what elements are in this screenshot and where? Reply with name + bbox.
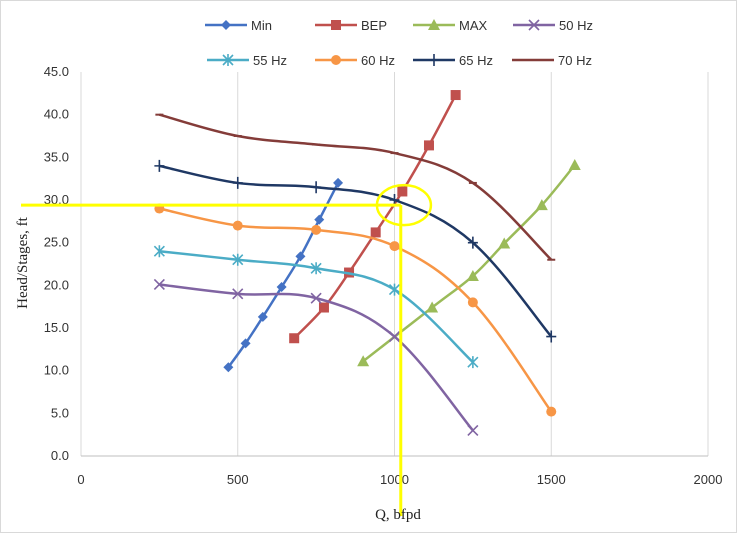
- series-line-70-hz: [159, 113, 553, 261]
- data-point-min: [295, 251, 306, 262]
- data-point-max: [498, 237, 511, 249]
- legend-item-65-hz: 65 Hz: [413, 53, 493, 68]
- x-tick-label: 1500: [537, 472, 566, 487]
- data-point-65-hz: [311, 181, 322, 194]
- data-point-max: [466, 269, 479, 281]
- data-point-60-hz: [389, 241, 400, 252]
- legend-label: 50 Hz: [559, 18, 593, 33]
- x-tick-label: 500: [227, 472, 249, 487]
- legend-label: 70 Hz: [558, 53, 592, 68]
- data-point-60-hz: [546, 406, 557, 417]
- data-point-bep: [370, 227, 381, 238]
- axis-layer: 0 500 1000 1500 2000 0.0 5.0 10.0 15.0 20.0 25.0 30…: [44, 64, 723, 487]
- series-70-hz: [155, 113, 556, 261]
- data-point-50-hz: [310, 292, 322, 304]
- y-tick-label: 30.0: [44, 192, 69, 207]
- data-point-60-hz: [467, 297, 478, 308]
- y-tick-label: 45.0: [44, 64, 69, 79]
- legend-marker: [221, 20, 231, 30]
- data-point-65-hz: [154, 159, 165, 172]
- legend-marker: [428, 19, 440, 30]
- data-point-bep: [289, 333, 300, 344]
- data-point-60-hz: [232, 220, 243, 231]
- data-point-50-hz: [467, 424, 479, 436]
- legend-marker: [429, 54, 439, 66]
- data-point-55-hz: [388, 283, 401, 296]
- legend-item-bep: BEP: [315, 18, 387, 33]
- legend-marker: [331, 20, 341, 30]
- legend-item-50-hz: 50 Hz: [513, 18, 593, 33]
- legend-item-60-hz: 60 Hz: [315, 53, 395, 68]
- legend-marker: [528, 19, 540, 31]
- legend-marker: [222, 54, 234, 66]
- legend-label: Min: [251, 18, 272, 33]
- x-tick-label: 1000: [380, 472, 409, 487]
- y-tick-label: 15.0: [44, 320, 69, 335]
- y-tick-label: 40.0: [44, 107, 69, 122]
- data-point-65-hz: [232, 176, 243, 189]
- y-tick-label: 20.0: [44, 277, 69, 292]
- series-min: [223, 177, 344, 373]
- data-point-55-hz: [153, 245, 165, 258]
- data-point-50-hz: [153, 278, 165, 291]
- series-layer: [153, 90, 581, 436]
- legend: Min BEP MAX 50 Hz 55 Hz 60 Hz 65 Hz 70 Hz: [205, 18, 593, 68]
- data-point-bep: [397, 186, 408, 197]
- series-60-hz: [154, 203, 557, 417]
- data-point-60-hz: [311, 224, 322, 235]
- data-point-min: [240, 338, 251, 349]
- legend-label: 65 Hz: [459, 53, 493, 68]
- legend-label: BEP: [361, 18, 387, 33]
- y-axis-title: Head/Stages, ft: [15, 216, 31, 308]
- legend-item-55-hz: 55 Hz: [207, 53, 287, 68]
- series-line-55-hz: [159, 249, 474, 364]
- data-point-min: [257, 311, 268, 322]
- data-point-min: [314, 214, 325, 225]
- legend-item-max: MAX: [413, 18, 488, 33]
- data-point-50-hz: [388, 330, 401, 343]
- data-point-55-hz: [310, 262, 322, 275]
- legend-label: 55 Hz: [253, 53, 287, 68]
- series-bep: [289, 90, 461, 344]
- data-point-bep: [450, 90, 461, 101]
- legend-marker: [331, 55, 341, 65]
- data-point-50-hz: [232, 288, 244, 300]
- y-tick-label: 5.0: [51, 405, 69, 420]
- data-point-65-hz: [467, 236, 478, 249]
- data-point-max: [535, 199, 548, 211]
- data-point-min: [223, 362, 234, 373]
- legend-item-70-hz: 70 Hz: [512, 53, 592, 68]
- data-point-bep: [318, 302, 329, 313]
- data-point-max: [568, 159, 581, 171]
- x-tick-label: 0: [77, 472, 84, 487]
- y-tick-label: 0.0: [51, 448, 69, 463]
- data-point-max: [357, 355, 370, 367]
- data-point-bep: [423, 140, 434, 151]
- legend-label: MAX: [459, 18, 488, 33]
- data-point-55-hz: [467, 356, 479, 369]
- series-65-hz: [154, 159, 557, 343]
- x-axis-title: Q, bfpd: [375, 507, 421, 523]
- series-line-50-hz: [159, 283, 474, 432]
- data-point-min: [276, 282, 287, 293]
- legend-label: 60 Hz: [361, 53, 395, 68]
- data-point-max: [426, 301, 439, 313]
- y-tick-label: 10.0: [44, 363, 69, 378]
- y-tick-label: 35.0: [44, 149, 69, 164]
- series-55-hz: [153, 245, 479, 369]
- data-point-65-hz: [546, 330, 557, 343]
- data-point-min: [333, 177, 344, 188]
- series-50-hz: [153, 278, 479, 436]
- operating-point-circle: [375, 183, 433, 227]
- series-max: [357, 159, 581, 367]
- y-tick-label: 25.0: [44, 235, 69, 250]
- x-tick-label: 2000: [694, 472, 723, 487]
- data-point-55-hz: [232, 253, 244, 266]
- legend-item-min: Min: [205, 18, 272, 33]
- annotation-layer: [21, 183, 433, 516]
